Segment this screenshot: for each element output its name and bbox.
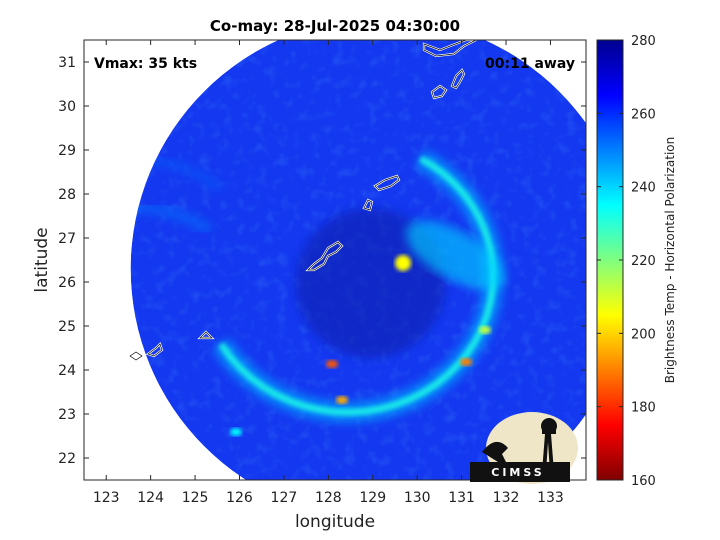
vmax-label: Vmax: 35 kts — [94, 56, 197, 72]
island-coastline-inner — [423, 40, 477, 57]
colorbar-tick-label: 160 — [631, 474, 656, 489]
y-tick-label: 31 — [58, 55, 76, 71]
cold-cloud-cell — [479, 326, 491, 334]
brightness-temperature-swath — [130, 40, 586, 480]
y-tick-label: 25 — [58, 319, 76, 335]
y-tick-label: 29 — [58, 143, 76, 159]
x-tick-label: 132 — [493, 490, 520, 506]
colorbar-label: Brightness Temp - Horizontal Polarizatio… — [663, 137, 677, 384]
y-tick-label: 23 — [58, 407, 76, 423]
y-axis-ticks: 22 23 24 25 26 27 28 29 30 31 — [58, 55, 586, 467]
logo-text: CIMSS — [491, 466, 544, 479]
rainband-features — [130, 149, 505, 436]
island-coastline-inner — [147, 343, 163, 357]
island-coastline-inner — [129, 351, 143, 361]
x-axis-label: longitude — [295, 512, 375, 532]
x-tick-label: 130 — [404, 490, 431, 506]
x-tick-label: 127 — [271, 490, 298, 506]
cold-cloud-cell — [230, 428, 242, 436]
x-tick-label: 129 — [359, 490, 386, 506]
y-tick-label: 22 — [58, 451, 76, 467]
x-tick-label: 131 — [448, 490, 475, 506]
island-coastline-inner — [363, 199, 373, 211]
coastlines — [128, 40, 477, 362]
colorbar-tick-label: 220 — [631, 254, 656, 269]
logo-tower-top-icon — [541, 418, 557, 434]
time-away-label: 00:11 away — [485, 56, 575, 72]
map-axes: 123 124 125 126 127 128 129 130 131 132 133 22 23 24… — [32, 39, 587, 532]
colorbar-tick-label: 260 — [631, 107, 656, 122]
outer-rainband-core — [218, 155, 497, 416]
island-coastline-inner — [431, 85, 447, 99]
y-axis-label: latitude — [32, 227, 52, 292]
west-rainband — [130, 202, 213, 235]
figure-title: Co-may: 28-Jul-2025 04:30:00 — [210, 17, 460, 35]
cold-cloud-cell — [336, 396, 348, 404]
logo-tower-icon — [542, 428, 556, 472]
y-tick-label: 30 — [58, 99, 76, 115]
colorbar-ticks: 160 180 200 220 240 260 280 — [597, 34, 656, 489]
island-coastline-inner — [199, 331, 213, 339]
logo-banner — [470, 462, 570, 482]
x-tick-label: 128 — [315, 490, 342, 506]
colorbar-ramp — [596, 39, 624, 481]
cold-cloud-cell — [326, 360, 338, 368]
cold-cloud-cell — [460, 358, 472, 366]
x-tick-label: 123 — [93, 490, 120, 506]
x-tick-label: 125 — [182, 490, 209, 506]
x-tick-label: 126 — [226, 490, 253, 506]
x-tick-label: 124 — [137, 490, 164, 506]
x-tick-label: 133 — [537, 490, 564, 506]
island-coastline-inner — [451, 69, 465, 89]
x-axis-ticks: 123 124 125 126 127 128 129 130 131 132 133 — [93, 40, 564, 506]
colorbar-tick-label: 240 — [631, 181, 656, 196]
convective-cell — [395, 255, 411, 271]
cimss-logo: CIMSS — [470, 412, 578, 484]
island-coastline-inner — [374, 175, 400, 191]
colorbar: 160 180 200 220 240 260 280 Brightness Temp - … — [596, 34, 677, 489]
y-tick-label: 27 — [58, 231, 76, 247]
colorbar-tick-label: 200 — [631, 327, 656, 342]
colorbar-tick-label: 280 — [631, 34, 656, 49]
northeast-band — [405, 220, 505, 290]
axes-frame — [83, 39, 587, 481]
logo-dish-icon — [482, 441, 508, 466]
y-tick-label: 26 — [58, 275, 76, 291]
colorbar-tick-label: 180 — [631, 401, 656, 416]
y-tick-label: 28 — [58, 187, 76, 203]
y-tick-label: 24 — [58, 363, 76, 379]
island-coastline-inner — [307, 241, 343, 271]
